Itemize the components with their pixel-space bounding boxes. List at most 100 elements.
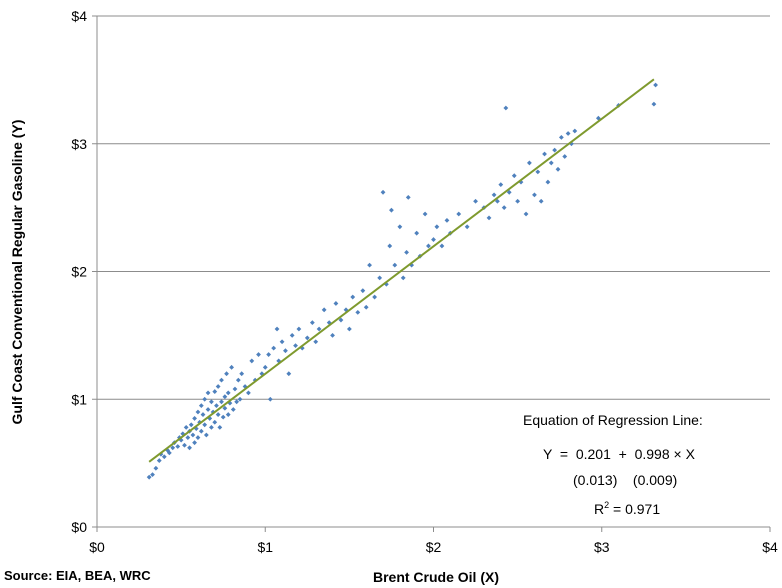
data-point bbox=[501, 205, 507, 211]
data-point bbox=[532, 192, 537, 198]
data-point bbox=[229, 364, 234, 370]
y-tick-label: $0 bbox=[71, 519, 87, 535]
data-point bbox=[542, 151, 547, 157]
y-tick-label: $3 bbox=[71, 136, 87, 152]
data-point bbox=[212, 389, 218, 394]
data-point bbox=[400, 275, 406, 281]
data-point bbox=[178, 437, 184, 443]
regression-heading: Equation of Regression Line: bbox=[523, 412, 703, 428]
data-point bbox=[538, 198, 544, 204]
data-point bbox=[180, 431, 186, 437]
data-point bbox=[195, 435, 201, 440]
data-point bbox=[220, 414, 226, 420]
data-point bbox=[392, 262, 398, 268]
data-point bbox=[271, 345, 277, 351]
data-point bbox=[404, 249, 409, 255]
data-point bbox=[535, 169, 541, 175]
data-point bbox=[209, 399, 214, 405]
y-tick-label: $2 bbox=[71, 264, 87, 280]
data-point bbox=[367, 262, 372, 268]
data-point bbox=[237, 396, 243, 402]
data-point bbox=[293, 343, 298, 348]
data-point bbox=[225, 390, 231, 396]
data-point bbox=[309, 320, 315, 325]
data-point bbox=[249, 358, 255, 364]
data-point bbox=[170, 445, 176, 451]
data-point bbox=[175, 444, 181, 449]
regression-std-errors: (0.013) (0.009) bbox=[573, 472, 678, 488]
data-point bbox=[555, 166, 561, 172]
data-point bbox=[434, 224, 440, 230]
data-point bbox=[523, 211, 529, 217]
data-point bbox=[397, 224, 403, 230]
data-point bbox=[439, 243, 445, 249]
data-point bbox=[239, 371, 245, 377]
data-point bbox=[150, 472, 155, 478]
data-point bbox=[363, 304, 369, 310]
r-squared-superscript: 2 bbox=[604, 500, 610, 510]
data-point bbox=[203, 432, 209, 438]
data-point bbox=[198, 403, 204, 409]
data-point bbox=[197, 419, 203, 425]
data-point bbox=[350, 294, 356, 300]
data-point bbox=[495, 198, 500, 204]
data-point bbox=[444, 218, 450, 223]
gridlines bbox=[97, 15, 770, 400]
data-point bbox=[486, 215, 492, 221]
data-point bbox=[286, 371, 292, 377]
data-point bbox=[548, 160, 554, 166]
data-point bbox=[511, 173, 517, 179]
data-point bbox=[188, 422, 194, 428]
data-point bbox=[653, 82, 658, 88]
data-point bbox=[266, 352, 272, 357]
source-note: Source: EIA, BEA, WRC bbox=[4, 568, 151, 583]
data-point bbox=[387, 243, 393, 249]
data-point bbox=[246, 390, 251, 396]
data-point bbox=[192, 416, 197, 421]
data-point bbox=[222, 405, 228, 411]
data-point bbox=[279, 339, 285, 345]
data-point bbox=[267, 396, 273, 402]
data-point bbox=[651, 101, 657, 107]
data-point bbox=[262, 364, 268, 370]
data-point bbox=[389, 207, 394, 213]
regression-equation: Y = 0.201 + 0.998 × X bbox=[543, 446, 695, 462]
data-point bbox=[219, 399, 224, 405]
data-point bbox=[503, 105, 509, 111]
data-point bbox=[527, 160, 532, 166]
y-tick-label: $4 bbox=[71, 8, 87, 24]
data-point bbox=[202, 396, 208, 402]
data-point bbox=[192, 440, 197, 446]
data-point bbox=[304, 335, 310, 341]
data-point bbox=[230, 407, 236, 412]
y-tick-label: $1 bbox=[71, 391, 87, 407]
data-point bbox=[377, 275, 383, 281]
data-point bbox=[545, 179, 551, 185]
data-point bbox=[558, 134, 564, 140]
data-point bbox=[456, 211, 462, 217]
data-point bbox=[214, 403, 219, 409]
data-point bbox=[464, 224, 470, 230]
x-tick-label: $2 bbox=[426, 539, 442, 555]
data-point bbox=[202, 422, 208, 428]
data-point bbox=[346, 326, 352, 332]
regression-line-group bbox=[148, 78, 655, 463]
axes bbox=[92, 15, 771, 532]
tick-labels: $0 $1 $2 $3 $4 $0 $1 $2 $3 $4 bbox=[71, 8, 778, 555]
data-point bbox=[198, 428, 204, 434]
data-point bbox=[405, 195, 411, 200]
data-point bbox=[234, 399, 240, 405]
data-point bbox=[195, 409, 201, 415]
data-point bbox=[200, 412, 206, 417]
data-point bbox=[333, 301, 339, 306]
r-squared-label: R bbox=[594, 501, 605, 517]
data-point bbox=[313, 339, 319, 345]
data-point bbox=[185, 435, 191, 440]
data-point bbox=[215, 384, 221, 389]
data-point bbox=[572, 128, 578, 134]
data-point bbox=[498, 182, 504, 188]
data-point bbox=[146, 474, 152, 480]
x-tick-label: $3 bbox=[594, 539, 610, 555]
x-tick-label: $1 bbox=[257, 539, 273, 555]
